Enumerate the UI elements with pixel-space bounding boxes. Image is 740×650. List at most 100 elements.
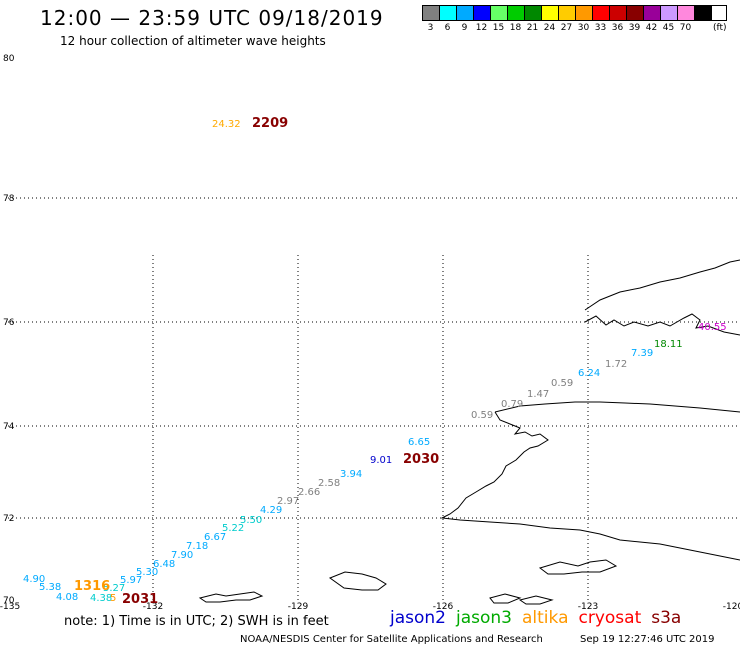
map-title: 12:00 — 23:59 UTC 09/18/2019: [40, 6, 384, 30]
satellite-cryosat: cryosat: [578, 608, 642, 628]
footer-note: note: 1) Time is in UTC; 2) SWH is in fe…: [64, 614, 329, 629]
legend-tick-label: 27: [560, 23, 573, 33]
wave-height-label: 18.11: [654, 339, 683, 350]
satellite-s3a: s3a: [651, 608, 682, 628]
wave-height-label: 0.79: [501, 399, 523, 410]
satellite-jason2: jason2: [390, 608, 446, 628]
wave-height-label: 40.55: [698, 322, 727, 333]
legend-unit: (ft): [713, 23, 727, 33]
legend-tick-label: 6: [444, 23, 451, 33]
legend-swatch: [423, 6, 440, 20]
lon-label: -129: [288, 602, 309, 612]
pass-time-label: 1316: [74, 579, 110, 594]
pass-time-label: 2031: [122, 592, 158, 607]
lat-label: 70: [3, 596, 15, 606]
wave-height-label: 2.66: [298, 487, 320, 498]
wave-height-label: 5.27: [103, 583, 125, 594]
wave-height-label: 5: [110, 593, 116, 604]
timestamp: Sep 19 12:27:46 UTC 2019: [580, 634, 715, 645]
wave-height-label: 5.30: [136, 567, 158, 578]
wave-height-label: 4.08: [56, 592, 78, 603]
lon-label: -126: [433, 602, 454, 612]
pass-time-label: 2030: [403, 452, 439, 467]
wave-height-label: 1.47: [527, 389, 549, 400]
wave-height-labels: 24.32 220940.5518.117.391.726.240.591.470…: [23, 116, 727, 607]
legend-tick-label: 9: [461, 23, 468, 33]
legend-tick-label: 30: [577, 23, 590, 33]
legend-swatch: [491, 6, 508, 20]
satellite-jason3: jason3: [456, 608, 512, 628]
wave-height-label: 5.38: [39, 582, 61, 593]
wave-height-label: 5.22: [222, 523, 244, 534]
legend-tick-label: [694, 23, 711, 33]
lat-label: 78: [3, 194, 15, 204]
lon-label: -120: [723, 602, 740, 612]
legend-swatch: [593, 6, 610, 20]
lon-label: -135: [0, 602, 20, 612]
wave-height-label: 4.38: [90, 593, 112, 604]
lon-label: -123: [578, 602, 598, 612]
legend-swatch: [559, 6, 576, 20]
legend-swatch: [627, 6, 644, 20]
legend-swatch: [457, 6, 474, 20]
wave-height-label: 0.59: [551, 378, 573, 389]
legend-swatch: [508, 6, 525, 20]
wave-height-label: 4.90: [23, 574, 45, 585]
legend-tick-label: 24: [543, 23, 556, 33]
wave-height-label: 3.94: [340, 469, 362, 480]
lat-lon-grid: 80 78 76 74 72 70-135 -132 -129 -126 -123 -120: [0, 54, 740, 612]
wave-height-label: 6.65: [408, 437, 430, 448]
wave-height-label: 6.48: [153, 559, 175, 570]
lat-label: 72: [3, 514, 14, 524]
legend-swatch: [610, 6, 627, 20]
wave-height-label: 6.67: [204, 532, 226, 543]
legend-tick-label: 42: [645, 23, 658, 33]
pass-time-label: 2209: [252, 116, 288, 131]
wave-height-label: 7.18: [186, 541, 208, 552]
legend-swatch: [661, 6, 678, 20]
legend-swatch: [644, 6, 661, 20]
legend-tick-label: 36: [611, 23, 624, 33]
wave-height-label: 2.97: [277, 496, 299, 507]
legend-swatch: [678, 6, 695, 20]
wave-height-label: 5.97: [120, 575, 142, 586]
color-legend: 3 6 9 12 15 18 21 24 27 30 33 36 39 42 45 70 (ft): [422, 5, 727, 33]
satellite-altika: altika: [522, 608, 569, 628]
lat-label: 74: [3, 422, 15, 432]
legend-swatch: [525, 6, 542, 20]
legend-swatches: [422, 5, 727, 21]
wave-height-label: 6.24: [578, 368, 600, 379]
legend-tick-label: 39: [628, 23, 641, 33]
legend-tick-label: 12: [475, 23, 488, 33]
legend-swatch: [576, 6, 593, 20]
satellite-key: jason2 jason3 altika cryosat s3a: [390, 608, 681, 628]
legend-tick-label: 3: [427, 23, 434, 33]
legend-swatch: [542, 6, 559, 20]
wave-height-label: 5.50: [240, 515, 262, 526]
legend-swatch: [440, 6, 457, 20]
legend-swatch: [474, 6, 491, 20]
wave-height-label: 24.32: [212, 119, 241, 130]
lat-label: 76: [3, 318, 15, 328]
legend-tick-label: 70: [679, 23, 692, 33]
wave-height-label: 4.29: [260, 505, 282, 516]
wave-height-label: 7.90: [171, 550, 193, 561]
map-subtitle: 12 hour collection of altimeter wave hei…: [60, 34, 326, 48]
legend-swatch: [695, 6, 712, 20]
wave-height-label: 7.39: [631, 348, 653, 359]
lat-label: 80: [3, 54, 15, 64]
coastline: [198, 259, 740, 605]
legend-tick-label: 21: [526, 23, 539, 33]
legend-ticks: 3 6 9 12 15 18 21 24 27 30 33 36 39 42 45 70 (ft): [422, 23, 727, 33]
legend-tick-label: 18: [509, 23, 522, 33]
wave-height-label: 9.01: [370, 455, 392, 466]
legend-tick-label: 45: [662, 23, 675, 33]
credit-line: NOAA/NESDIS Center for Satellite Applica…: [240, 634, 543, 645]
wave-height-label: 1.72: [605, 359, 627, 370]
wave-height-label: 2.58: [318, 478, 340, 489]
wave-height-label: 0.59: [471, 410, 493, 421]
lon-label: -132: [143, 602, 163, 612]
legend-tick-label: 15: [492, 23, 505, 33]
legend-tick-label: 33: [594, 23, 607, 33]
